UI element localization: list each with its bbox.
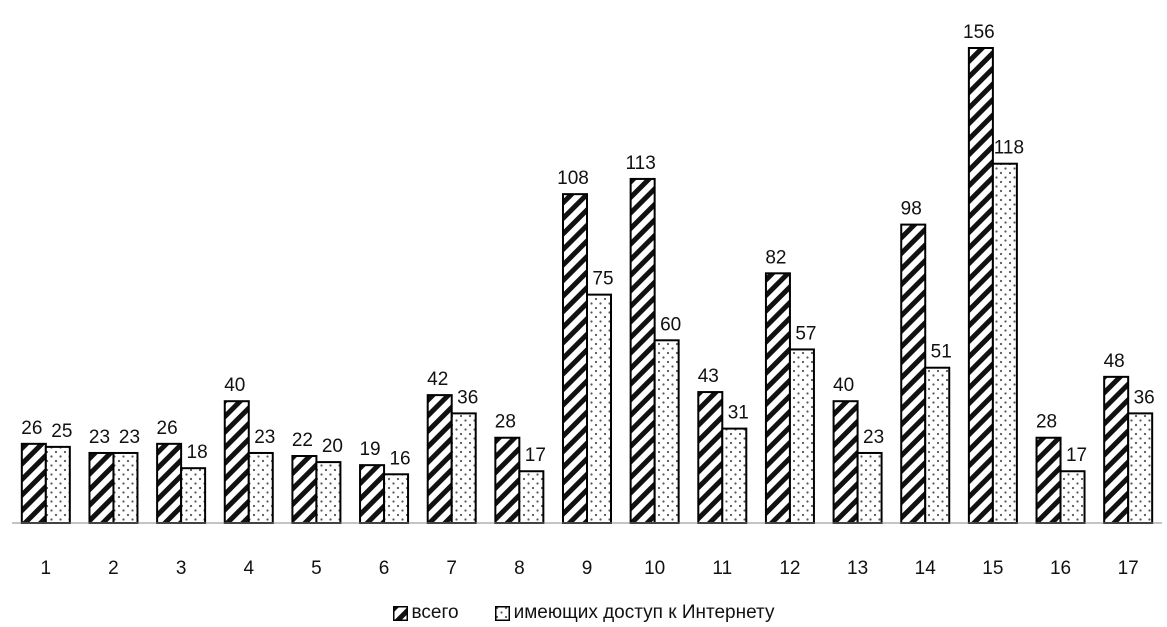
data-label-series-1-cat-6: 19: [359, 439, 380, 460]
data-label-series-1-cat-9: 108: [557, 168, 589, 189]
data-label-series-1-cat-15: 156: [963, 22, 995, 43]
bar-series-1-cat-7: [426, 394, 453, 524]
data-label-series-2-cat-16: 17: [1066, 445, 1087, 466]
bar-series-1-cat-2: [88, 451, 115, 525]
data-label-series-1-cat-14: 98: [901, 199, 922, 220]
x-tick-label: 13: [847, 558, 868, 579]
legend-item-series-1: всего: [392, 602, 459, 624]
x-tick-label: 6: [379, 558, 390, 579]
bar-series-1-cat-12: [764, 272, 791, 525]
x-tick-label: 12: [779, 558, 800, 579]
bar-series-1-cat-3: [156, 442, 183, 525]
data-label-series-1-cat-1: 26: [21, 418, 42, 439]
x-tick-label: 9: [582, 558, 593, 579]
data-label-series-2-cat-8: 17: [525, 445, 546, 466]
bar-series-1-cat-11: [697, 391, 724, 525]
x-tick-label: 17: [1118, 558, 1139, 579]
bar-series-1-cat-8: [494, 436, 521, 524]
bar-series-2-cat-9: [586, 293, 612, 524]
data-label-series-2-cat-7: 36: [457, 387, 478, 408]
bar-series-2-cat-2: [112, 451, 139, 525]
bar-series-1-cat-13: [832, 400, 859, 525]
x-tick-label: 10: [644, 558, 665, 579]
data-label-series-1-cat-10: 113: [625, 153, 655, 174]
data-label-series-2-cat-10: 60: [660, 314, 681, 335]
bar-series-1-cat-4: [223, 400, 250, 525]
bar-series-2-cat-16: [1059, 470, 1086, 525]
data-label-series-2-cat-14: 51: [931, 342, 952, 363]
bar-series-1-cat-5: [291, 455, 318, 524]
bar-series-1-cat-10: [629, 177, 656, 525]
x-tick-label: 8: [514, 558, 525, 579]
data-label-series-1-cat-5: 22: [292, 430, 313, 451]
x-tick-label: 16: [1050, 558, 1071, 579]
legend-swatch-dots-icon: [494, 605, 510, 621]
bar-series-1-cat-14: [900, 223, 927, 524]
legend-label-series-2: имеющих доступ к Интернету: [513, 602, 775, 623]
data-label-series-2-cat-17: 36: [1134, 387, 1155, 408]
legend-item-series-2: имеющих доступ к Интернету: [494, 602, 775, 624]
data-label-series-1-cat-12: 82: [765, 247, 786, 268]
data-label-series-1-cat-16: 28: [1036, 412, 1057, 433]
x-tick-label: 4: [243, 558, 254, 579]
bar-series-2-cat-5: [315, 461, 342, 525]
x-tick-label: 11: [712, 558, 732, 579]
bar-series-1-cat-1: [20, 442, 47, 525]
data-label-series-2-cat-13: 23: [863, 427, 884, 448]
bar-series-2-cat-13: [856, 451, 883, 525]
bar-series-2-cat-4: [247, 451, 274, 525]
data-label-series-1-cat-7: 42: [427, 369, 448, 390]
bar-series-2-cat-17: [1127, 412, 1154, 524]
bar-series-2-cat-11: [721, 427, 748, 525]
data-label-series-2-cat-12: 57: [795, 323, 816, 344]
bar-series-2-cat-6: [383, 473, 410, 524]
bar-series-2-cat-14: [924, 366, 951, 525]
bar-series-2-cat-12: [788, 348, 815, 525]
data-label-series-2-cat-3: 18: [187, 442, 208, 463]
data-label-series-2-cat-2: 23: [119, 427, 140, 448]
x-tick-label: 7: [446, 558, 457, 579]
bar-series-1-cat-6: [359, 464, 386, 524]
data-label-series-1-cat-3: 26: [157, 418, 178, 439]
data-label-series-1-cat-2: 23: [89, 427, 110, 448]
data-label-series-1-cat-17: 48: [1104, 351, 1125, 372]
bar-series-1-cat-17: [1103, 375, 1130, 524]
bar-series-2-cat-10: [653, 339, 680, 524]
data-label-series-2-cat-4: 23: [254, 427, 275, 448]
data-label-series-1-cat-11: 43: [698, 366, 719, 387]
x-tick-label: 5: [311, 558, 322, 579]
data-label-series-2-cat-1: 25: [51, 421, 72, 442]
data-label-series-2-cat-9: 75: [592, 269, 613, 290]
data-label-series-2-cat-11: 31: [728, 403, 749, 424]
data-label-series-1-cat-13: 40: [833, 375, 854, 396]
bar-series-2-cat-8: [518, 470, 545, 525]
bar-series-2-cat-7: [450, 412, 477, 524]
bar-series-1-cat-15: [967, 47, 994, 524]
data-label-series-2-cat-6: 16: [389, 448, 410, 469]
legend-swatch-hatch-icon: [392, 605, 408, 621]
x-tick-label: 14: [915, 558, 937, 579]
data-label-series-1-cat-4: 40: [224, 375, 245, 396]
legend-label-series-1: всего: [411, 602, 459, 623]
chart-legend: всего имеющих доступ к Интернету: [0, 600, 1167, 626]
data-label-series-2-cat-5: 20: [322, 436, 343, 457]
bar-series-1-cat-16: [1035, 436, 1062, 524]
bar-series-1-cat-9: [562, 193, 588, 524]
bar-series-2-cat-15: [991, 162, 1018, 524]
bar-series-2-cat-3: [180, 467, 207, 525]
data-label-series-2-cat-15: 118: [994, 138, 1024, 159]
data-label-series-1-cat-8: 28: [495, 412, 516, 433]
x-tick-label: 1: [41, 558, 52, 579]
x-tick-label: 3: [176, 558, 187, 579]
x-tick-label: 15: [982, 558, 1003, 579]
bar-series-2-cat-1: [44, 445, 71, 524]
x-tick-label: 2: [108, 558, 119, 579]
